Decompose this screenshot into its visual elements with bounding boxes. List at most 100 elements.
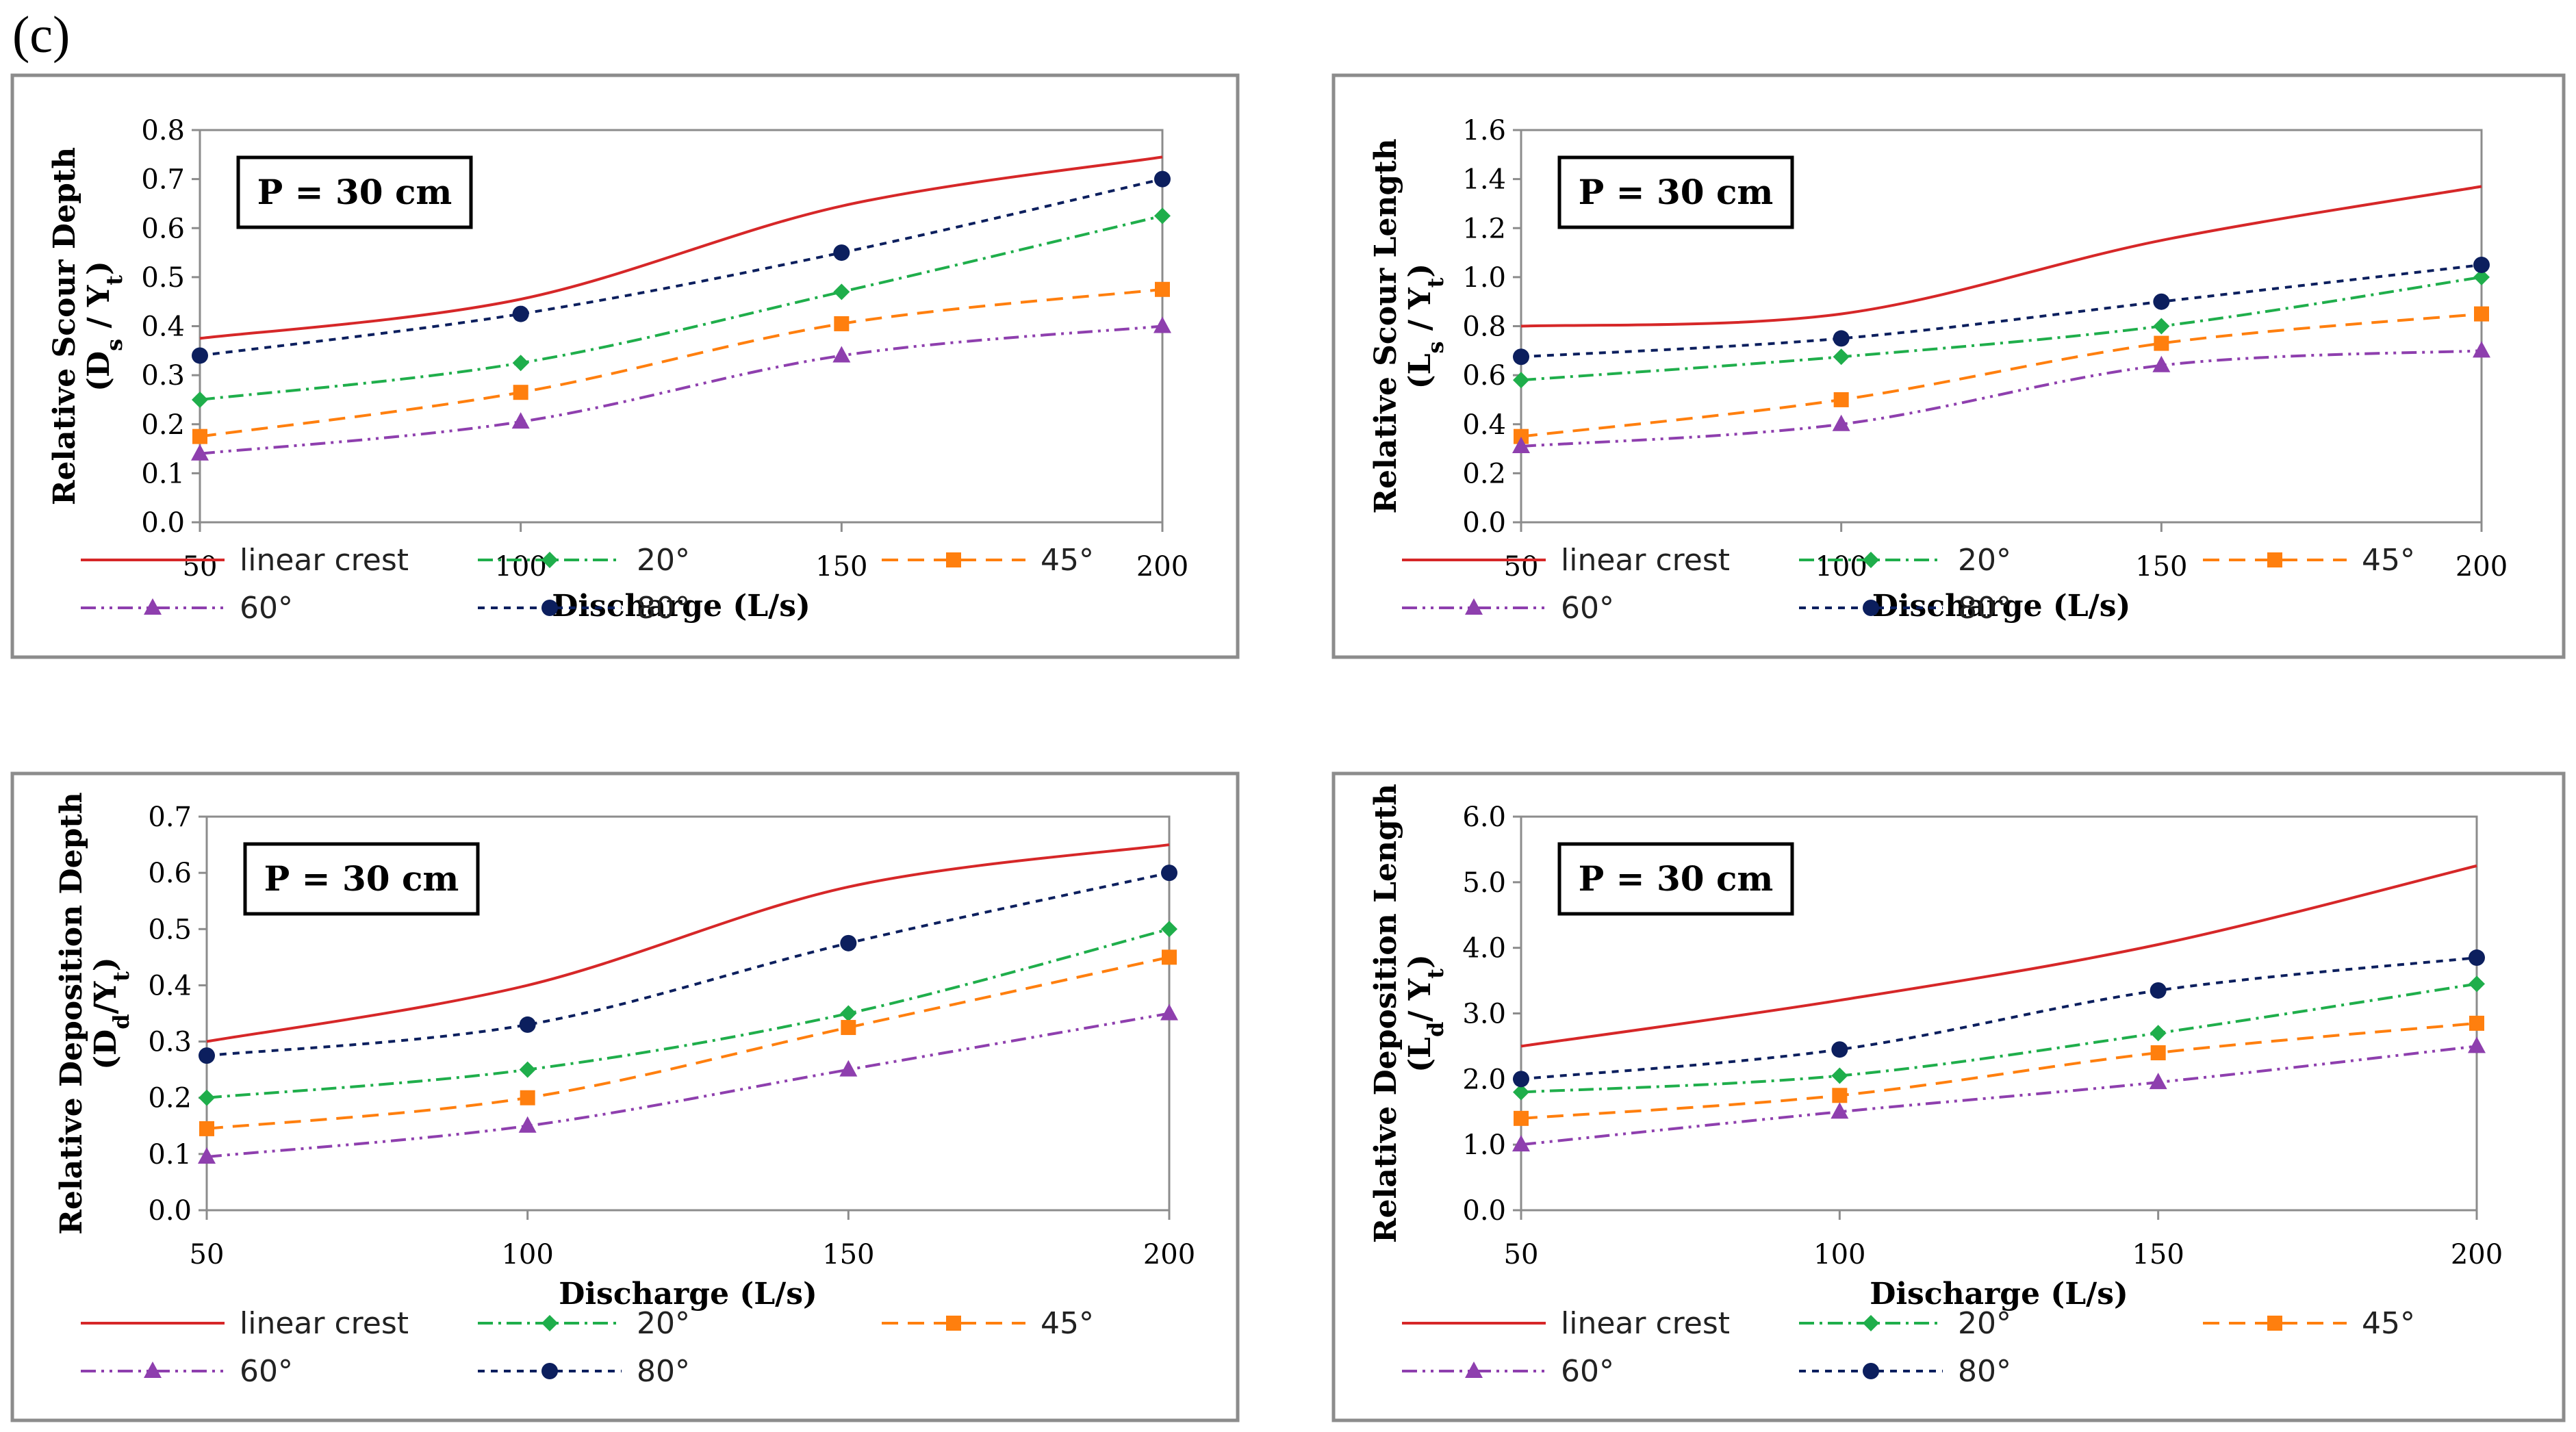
legend-marker-deg60 (1465, 598, 1483, 615)
y-tick-label: 1.2 (1462, 213, 1506, 244)
y-tick-label: 0.4 (141, 311, 185, 343)
chart-panel-1: 0.0 0.1 0.2 0.3 0.4 0.5 0.6 0.7 0.8 50 100 150 200 Di… (10, 73, 1240, 659)
data-point-deg20 (2473, 268, 2490, 285)
legend-label-deg45: 45° (2362, 1306, 2415, 1341)
legend: linear crest 20° 45° 60° 80° (81, 543, 1094, 626)
series-deg20 (192, 207, 1171, 408)
data-point-deg60 (1512, 1135, 1530, 1152)
x-tick-label: 50 (1504, 551, 1539, 583)
y-tick-label: 0.7 (148, 802, 192, 833)
data-point-deg60 (2468, 1036, 2486, 1053)
data-point-deg80 (1161, 865, 1177, 882)
y-axis-subscript: s (101, 339, 127, 351)
y-axis-symbol-part: / Y (1403, 978, 1438, 1021)
series-deg60 (198, 1003, 1178, 1164)
series-linear (206, 843, 1170, 1043)
legend-marker-deg60 (144, 598, 162, 615)
series-deg45 (1514, 306, 2489, 444)
y-tick-label: 0.7 (141, 164, 185, 196)
y-tick-label: 1.6 (1462, 115, 1506, 146)
legend-label-deg60: 60° (1561, 1354, 1614, 1389)
data-point-deg80 (1833, 330, 1850, 347)
legend-label-linear: linear crest (240, 543, 409, 578)
data-point-deg60 (191, 444, 209, 461)
y-tick-label: 0.8 (141, 115, 185, 146)
y-axis-title: Relative Deposition Length (1368, 784, 1403, 1243)
y-tick-label: 0.2 (148, 1083, 192, 1114)
series-line-deg60 (206, 1012, 1170, 1158)
series-line-deg20 (1520, 275, 2482, 382)
legend-label-deg20: 20° (637, 1306, 690, 1341)
series-line-linear (199, 155, 1163, 340)
y-tick-label: 0.3 (148, 1027, 192, 1058)
y-tick-label: 0.6 (1462, 360, 1506, 392)
series-deg20 (199, 921, 1177, 1106)
legend-label-deg45: 45° (1041, 1306, 1094, 1341)
legend-marker-deg20 (1863, 552, 1879, 568)
x-tick-label: 200 (1136, 551, 1188, 583)
series-deg80 (199, 865, 1177, 1064)
data-point-deg20 (519, 1061, 536, 1078)
y-axis-subscript: t (101, 275, 127, 285)
legend-label-deg20: 20° (637, 543, 690, 578)
y-axis-symbol: (Ds / Yt) (81, 261, 127, 392)
y-axis-symbol-part: / Y (81, 285, 116, 339)
y-axis-symbol-part: (L (1403, 353, 1438, 389)
series-deg20 (1513, 975, 2485, 1101)
data-point-deg60 (2152, 355, 2171, 372)
data-point-deg60 (2473, 341, 2490, 358)
data-point-deg45 (1832, 1088, 1848, 1103)
data-point-deg80 (1154, 170, 1171, 188)
series-line-deg20 (199, 214, 1163, 401)
data-point-deg80 (833, 244, 850, 261)
legend-marker-deg60 (1465, 1361, 1483, 1378)
y-axis-subscript: t (1423, 969, 1449, 979)
legend: linear crest 20° 45° 60° 80° (81, 1306, 1094, 1389)
series-line-deg20 (206, 928, 1170, 1099)
series-line-deg60 (1520, 1045, 2477, 1147)
data-point-deg20 (1833, 348, 1850, 366)
series-line-deg80 (199, 177, 1163, 357)
y-axis-symbol: (Ls / Yt) (1403, 264, 1449, 389)
data-point-deg20 (833, 283, 850, 301)
legend-label-deg80: 80° (637, 591, 690, 626)
data-point-deg80 (519, 1016, 536, 1033)
legend-label-deg60: 60° (240, 1354, 293, 1389)
series-line-deg80 (1520, 956, 2477, 1081)
y-axis-subscript: d (1423, 1022, 1449, 1037)
annotation-box (236, 155, 473, 229)
x-tick-label: 100 (1813, 1239, 1865, 1270)
legend: linear crest 20° 45° 60° 80° (1402, 1306, 2415, 1389)
data-point-deg45 (520, 1090, 535, 1105)
data-point-deg20 (2153, 318, 2170, 335)
y-tick-label: 0.0 (1462, 1195, 1506, 1227)
legend-label-deg20: 20° (1958, 543, 2011, 578)
x-tick-label: 100 (494, 551, 546, 583)
y-axis-subscript: t (108, 971, 134, 982)
data-point-deg80 (1831, 1041, 1848, 1058)
x-axis-title: Discharge (L/s) (1872, 589, 2131, 624)
y-tick-label: 1.0 (1462, 262, 1506, 294)
y-tick-label: 0.3 (141, 360, 185, 392)
series-line-linear (1520, 864, 2477, 1048)
legend-label-deg60: 60° (1561, 591, 1614, 626)
y-tick-label: 0.1 (148, 1139, 192, 1171)
legend-label-deg45: 45° (1041, 543, 1094, 578)
legend-label-deg60: 60° (240, 591, 293, 626)
data-point-deg20 (2469, 975, 2485, 993)
series-deg20 (1513, 268, 2490, 389)
data-point-deg60 (832, 346, 851, 363)
data-point-deg45 (2474, 306, 2489, 322)
data-point-deg80 (199, 1047, 215, 1064)
data-point-deg80 (2473, 256, 2490, 273)
y-tick-label: 0.8 (1462, 311, 1506, 343)
data-point-deg45 (1162, 949, 1177, 965)
y-tick-label: 0.4 (148, 970, 192, 1001)
x-tick-label: 50 (190, 1239, 225, 1270)
legend-label-deg80: 80° (1958, 1354, 2011, 1389)
data-point-deg80 (192, 347, 208, 364)
annotation-box (1557, 155, 1794, 229)
legend-label-deg20: 20° (1958, 1306, 2011, 1341)
data-point-deg60 (1160, 1003, 1178, 1021)
